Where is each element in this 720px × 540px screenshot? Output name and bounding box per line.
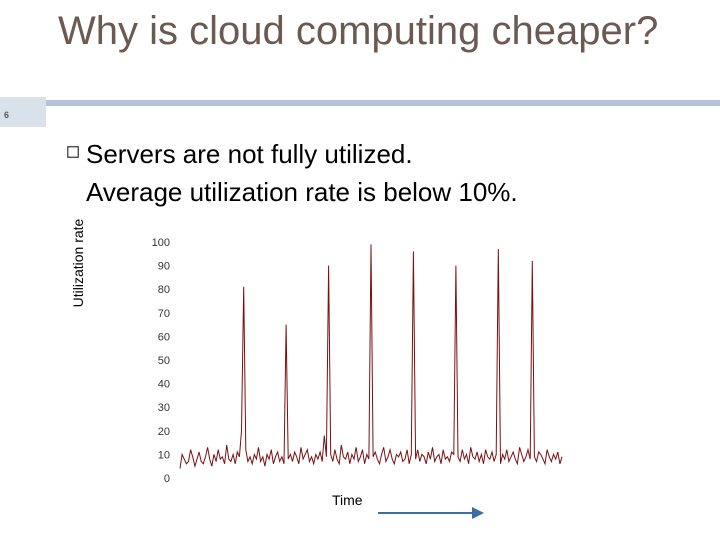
bullet-line-2: Average utilization rate is below 10%. [86, 177, 518, 207]
y-axis-label: Utilization rate [70, 218, 86, 308]
utilization-series-line [179, 244, 563, 469]
y-tick-label: 70 [158, 308, 170, 320]
y-tick-label: 50 [158, 355, 170, 367]
slide-number-box [0, 97, 46, 127]
bullet-text: Servers are not fully utilized. Average … [86, 135, 706, 211]
y-tick-label: 90 [158, 261, 170, 273]
bullet-line-1: Servers are not fully utilized. [86, 139, 413, 169]
y-tick-label: 80 [158, 284, 170, 296]
y-tick-label: 0 [164, 473, 170, 485]
y-tick-label: 10 [158, 449, 170, 461]
x-axis-label: Time [332, 492, 363, 508]
time-arrow-icon [378, 507, 484, 519]
y-tick-label: 30 [158, 402, 170, 414]
utilization-chart: 0 10 20 30 40 50 60 70 80 90 100 [152, 237, 563, 485]
y-tick-label: 100 [152, 237, 170, 249]
y-tick-label: 20 [158, 426, 170, 438]
y-tick-label: 40 [158, 379, 170, 391]
slide-title: Why is cloud computing cheaper? [58, 9, 659, 53]
slide-number: 6 [4, 110, 10, 120]
bullet-square-icon [67, 146, 79, 158]
title-underline-bar [46, 100, 720, 106]
y-tick-label: 60 [158, 331, 170, 343]
